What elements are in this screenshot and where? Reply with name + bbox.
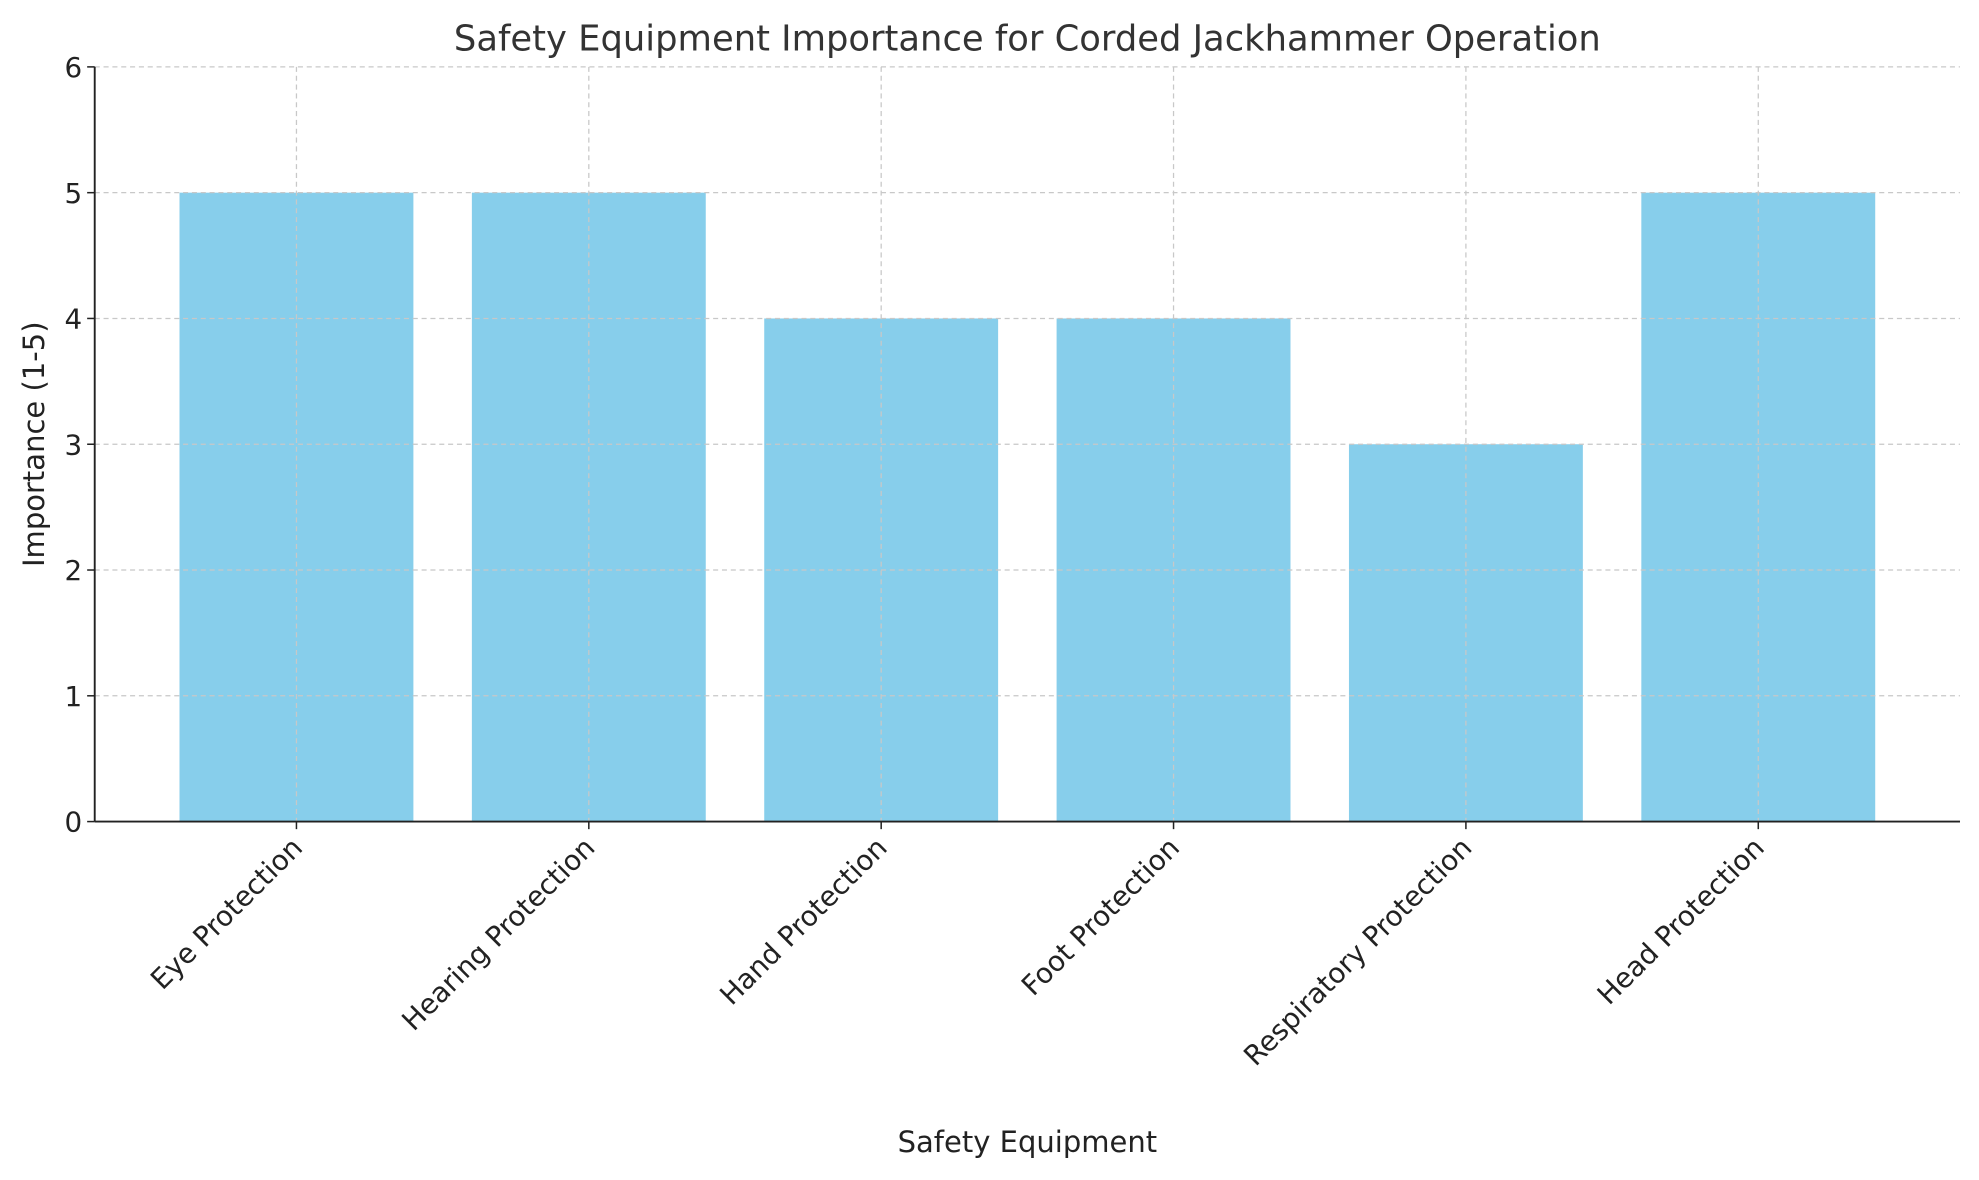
y-ticks: 0 1 2 3 4 5 6	[64, 51, 95, 839]
x-tick-label: Hearing Protection	[395, 831, 601, 1037]
y-tick-label: 1	[64, 680, 82, 713]
x-tick-label: Foot Protection	[1015, 831, 1186, 1002]
y-tick-label: 4	[64, 303, 82, 336]
x-tick-label: Head Protection	[1591, 831, 1771, 1011]
bar	[179, 192, 414, 822]
y-tick-label: 6	[64, 51, 82, 84]
y-axis-label: Importance (1-5)	[17, 321, 51, 567]
x-tick-label: Hand Protection	[713, 831, 894, 1012]
x-axis-label: Safety Equipment	[898, 1125, 1158, 1159]
y-tick-label: 2	[64, 554, 82, 587]
bars	[179, 192, 1876, 822]
y-tick-label: 5	[64, 177, 82, 210]
x-tick-label: Respiratory Protection	[1237, 831, 1478, 1072]
y-tick-label: 3	[64, 428, 82, 461]
chart-title: Safety Equipment Importance for Corded J…	[454, 18, 1601, 59]
x-tick-label: Eye Protection	[144, 831, 309, 996]
y-tick-label: 0	[64, 806, 82, 839]
x-ticks: Eye Protection Hearing Protection Hand Pro…	[144, 821, 1771, 1072]
bar	[1641, 192, 1876, 822]
bar	[471, 192, 706, 822]
